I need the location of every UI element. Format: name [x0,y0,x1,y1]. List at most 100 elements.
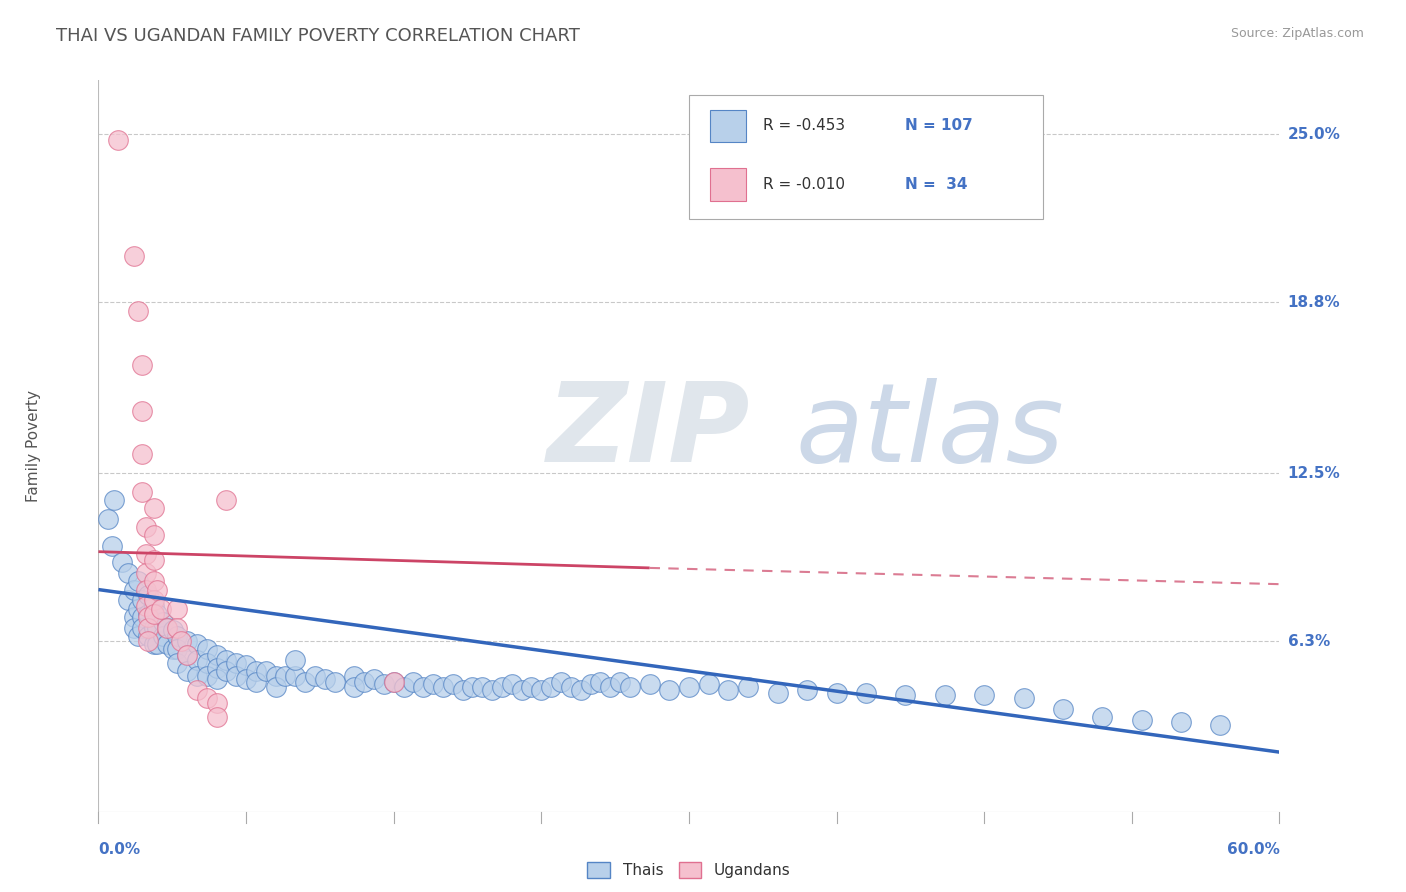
Point [530,682,553,697]
Point [540,680,562,694]
Point [135,566,157,581]
Point [934,688,956,702]
Point [658,682,681,697]
Point [314,672,336,686]
Point [136,629,159,643]
Point [107,133,129,147]
Point [195,690,218,705]
Point [142,637,165,651]
Point [186,669,208,683]
Text: 6.3%: 6.3% [1288,633,1330,648]
Point [166,642,188,657]
Point [599,680,621,694]
Point [142,593,165,607]
Point [101,539,124,553]
Point [402,674,425,689]
Point [382,674,405,689]
Point [205,710,228,724]
Point [131,358,153,372]
Point [127,601,149,615]
Point [245,674,267,689]
Bar [710,168,745,201]
Point [609,674,631,689]
Point [451,682,474,697]
Point [432,680,454,694]
Point [166,629,188,643]
Legend: Thais, Ugandans: Thais, Ugandans [581,856,797,885]
Point [122,620,145,634]
Point [122,609,145,624]
Point [254,664,277,678]
Point [215,493,238,508]
Point [894,688,917,702]
Point [135,520,157,534]
Point [127,629,149,643]
Point [205,648,228,662]
Point [122,249,145,263]
Point [697,677,720,691]
Point [855,685,877,699]
Point [973,688,995,702]
Point [162,624,184,638]
Point [382,674,405,689]
Point [146,637,169,651]
Point [264,680,287,694]
Point [392,680,415,694]
Point [343,669,366,683]
Point [264,669,287,683]
Point [796,682,818,697]
Point [150,601,173,615]
Point [412,680,434,694]
Point [122,582,145,597]
Text: THAI VS UGANDAN FAMILY POVERTY CORRELATION CHART: THAI VS UGANDAN FAMILY POVERTY CORRELATI… [56,27,581,45]
Point [176,648,198,662]
Point [205,661,228,675]
Text: 25.0%: 25.0% [1288,127,1341,142]
Point [152,615,174,629]
Point [678,680,700,694]
Point [186,653,208,667]
Point [589,674,612,689]
Point [142,607,165,621]
Point [131,485,153,500]
Text: N =  34: N = 34 [905,177,967,192]
Point [481,682,503,697]
Point [156,620,179,634]
Point [825,685,848,699]
Point [363,672,385,686]
Point [1209,718,1232,732]
Point [146,582,169,597]
Point [471,680,494,694]
Text: N = 107: N = 107 [905,119,973,134]
Point [560,680,582,694]
Point [737,680,759,694]
Point [142,620,165,634]
Point [520,680,543,694]
Point [127,303,149,318]
Point [135,582,157,597]
Point [186,682,208,697]
Point [131,609,153,624]
Point [225,669,247,683]
Text: 12.5%: 12.5% [1288,466,1340,481]
Point [142,501,165,516]
Point [501,677,523,691]
Point [136,588,159,602]
Point [235,672,257,686]
Point [343,680,366,694]
Point [162,642,184,657]
Point [304,669,326,683]
Point [131,593,153,607]
Point [1130,713,1153,727]
Point [103,493,125,508]
Point [245,664,267,678]
Point [186,637,208,651]
Point [550,674,572,689]
Text: atlas: atlas [796,378,1064,485]
Point [215,653,238,667]
Point [195,669,218,683]
Point [274,669,297,683]
Point [353,674,375,689]
Point [717,682,740,697]
Point [97,512,120,526]
